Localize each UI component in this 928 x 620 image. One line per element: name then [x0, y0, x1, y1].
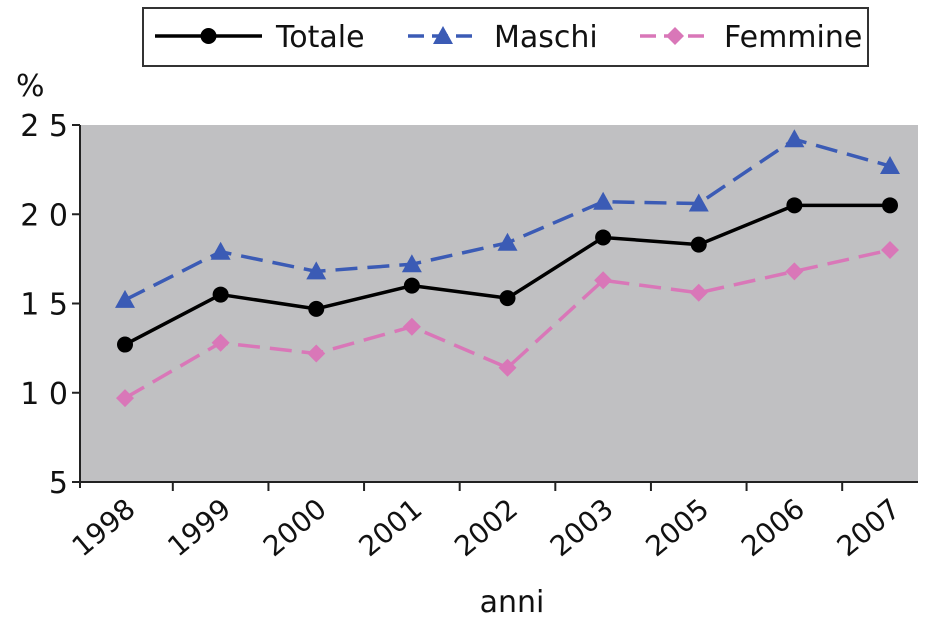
y-tick-label: 1 5 [20, 288, 68, 323]
legend-item-femmine: Femmine [640, 20, 862, 55]
series-maschi [115, 129, 900, 308]
legend-marker [666, 27, 684, 45]
data-point [117, 336, 133, 353]
legend-label: Maschi [494, 20, 598, 55]
data-point [403, 277, 420, 294]
x-tick-label: 1999 [161, 492, 237, 563]
x-axis-label: anni [480, 585, 545, 620]
legend: Totale Maschi Femmine [142, 7, 869, 67]
legend-marker [433, 26, 453, 44]
data-point [212, 286, 229, 303]
data-point [210, 241, 231, 260]
y-tick-label: 1 0 [20, 377, 68, 412]
data-point [593, 191, 614, 210]
data-point [784, 129, 805, 148]
data-point [401, 254, 422, 273]
legend-item-maschi: Maschi [408, 20, 598, 55]
data-point [497, 232, 518, 251]
x-tick-label: 2001 [353, 492, 429, 563]
data-point [880, 156, 900, 175]
y-axis-label: % [16, 69, 45, 104]
x-tick-label: 2005 [639, 492, 715, 563]
legend-box [142, 7, 869, 67]
data-point [882, 197, 898, 214]
data-point [881, 240, 899, 259]
data-point [308, 300, 325, 317]
data-point [211, 333, 230, 352]
data-point [594, 271, 613, 290]
data-point [690, 236, 707, 253]
legend-marker [200, 28, 217, 44]
series-layer [115, 129, 900, 408]
data-point [786, 197, 803, 214]
x-tick-label: 2006 [735, 492, 811, 563]
legend-label: Totale [275, 20, 365, 55]
series-line [124, 248, 891, 400]
y-tick-label: 2 0 [20, 198, 68, 233]
data-point [499, 290, 516, 307]
legend-label: Femmine [724, 20, 862, 55]
legend-item-totale: Totale [155, 20, 365, 55]
data-point [688, 193, 709, 212]
x-tick-label: 2000 [257, 492, 333, 563]
data-point [306, 261, 327, 280]
data-point [498, 358, 517, 377]
series-totale [117, 197, 898, 353]
data-point [402, 317, 421, 336]
data-point [785, 262, 804, 281]
x-tick-label: 2002 [448, 492, 524, 563]
data-point [307, 344, 326, 363]
y-tick-label: 2 5 [20, 109, 68, 144]
y-tick-label: 5 [49, 466, 68, 501]
x-tick-label: 1998 [66, 492, 142, 563]
data-point [116, 389, 134, 408]
plot-area [80, 125, 918, 482]
data-point [115, 289, 135, 308]
series-femmine [116, 240, 899, 408]
x-tick-label: 2007 [831, 492, 907, 563]
data-point [689, 283, 708, 302]
data-point [595, 229, 612, 246]
x-tick-label: 2003 [544, 492, 620, 563]
